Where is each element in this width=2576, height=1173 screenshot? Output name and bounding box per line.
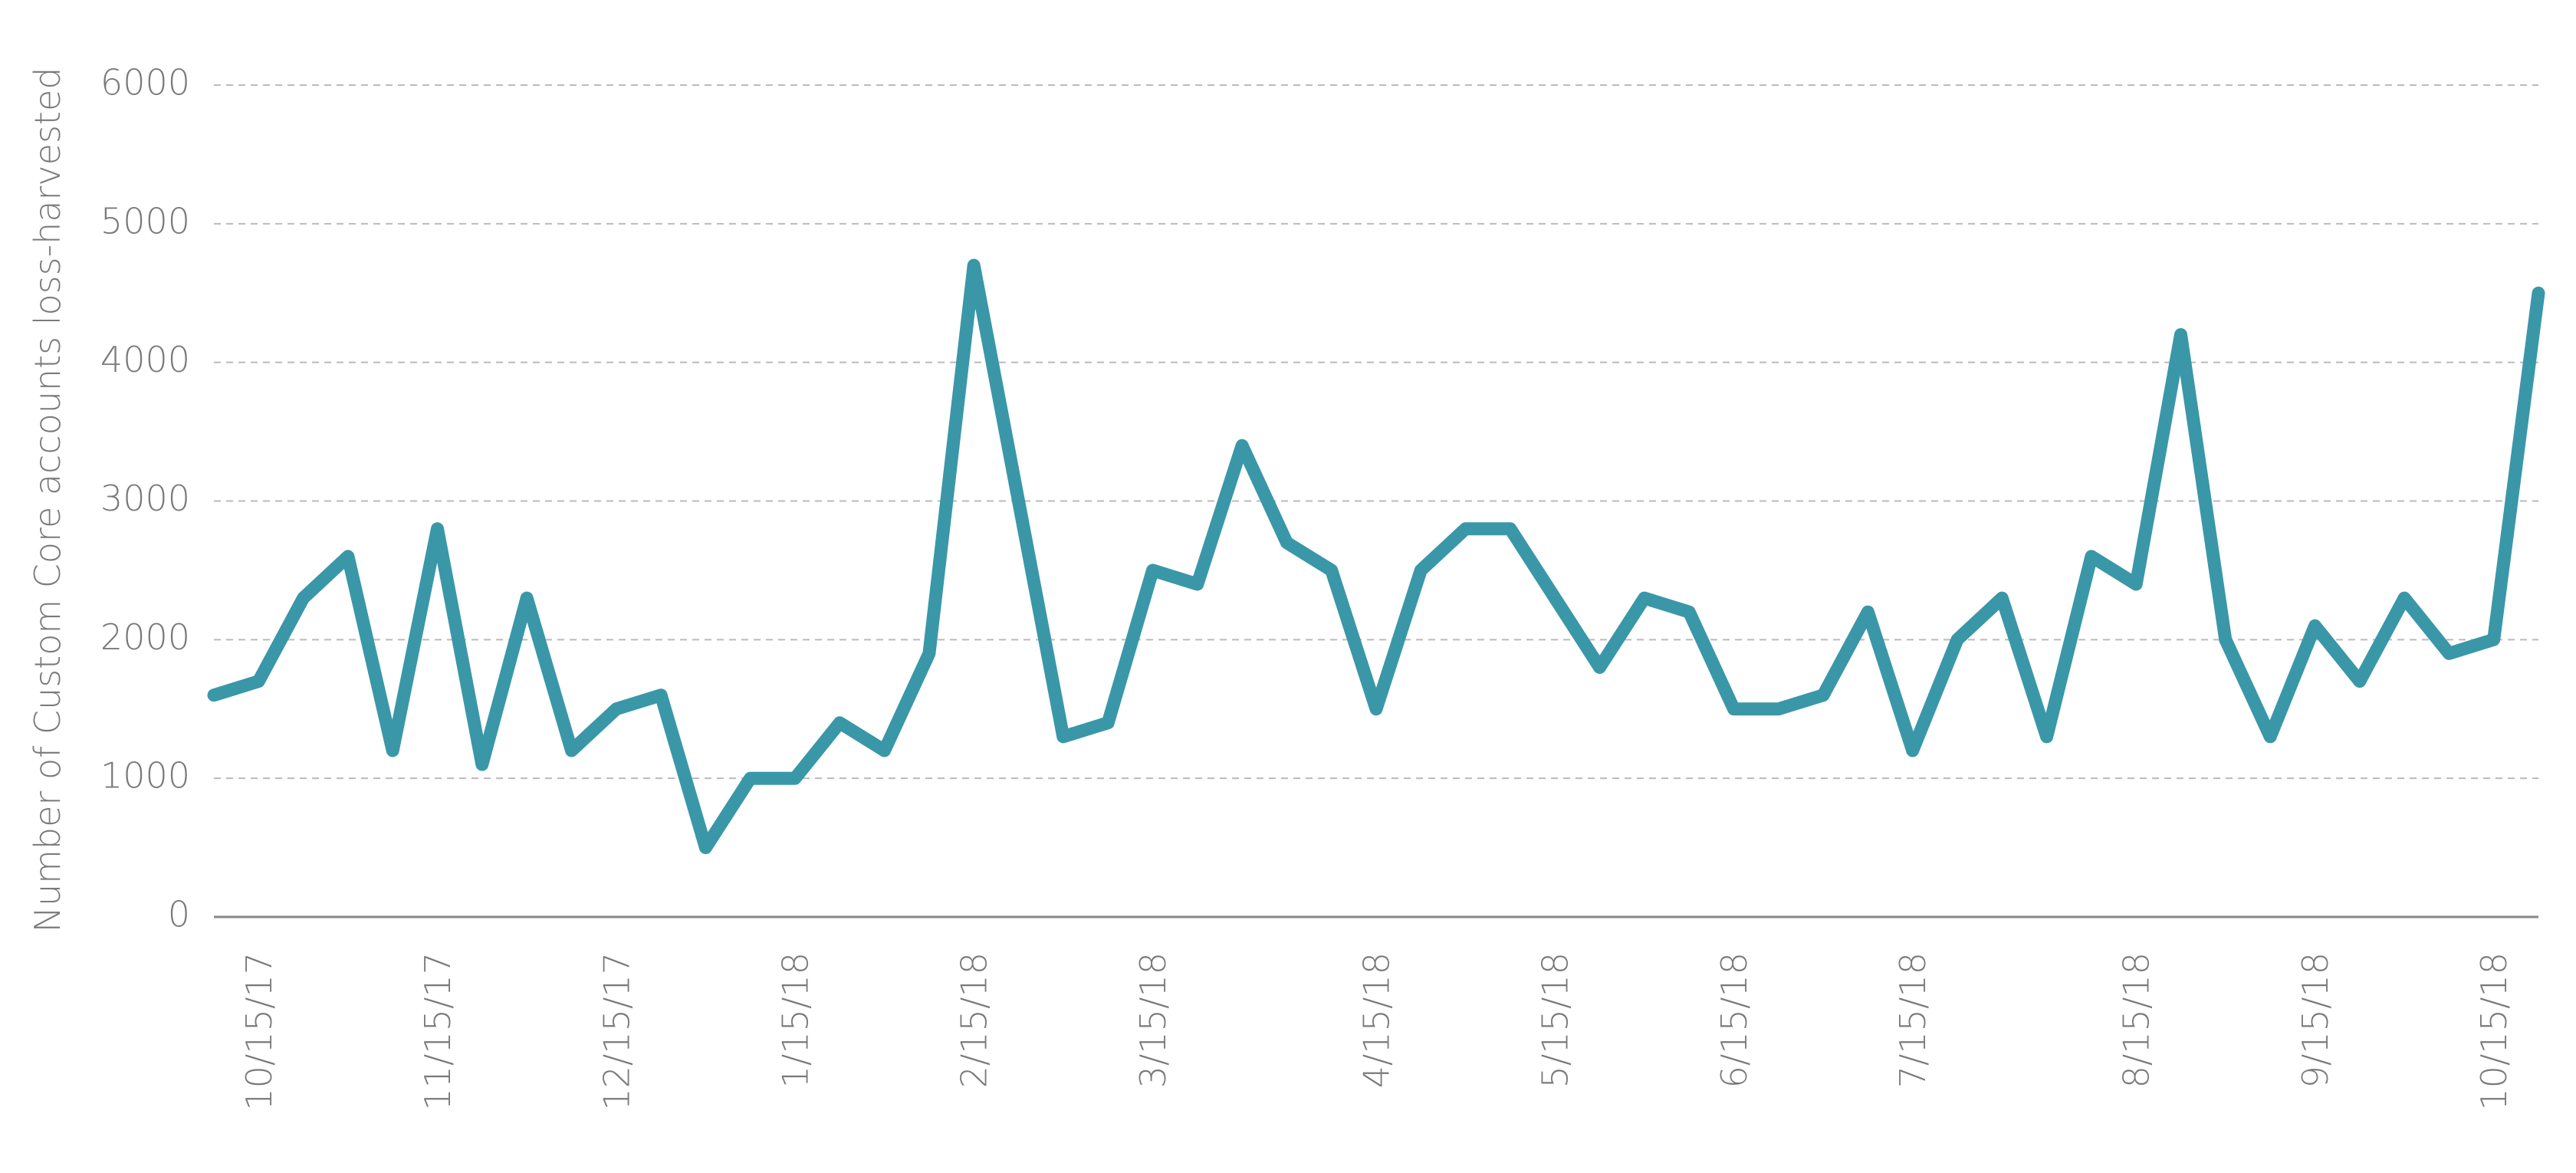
y-axis-title: Number of Custom Core accounts loss-harv… xyxy=(27,67,68,933)
x-tick-label: 10/15/17 xyxy=(238,952,280,1111)
y-tick-label: 5000 xyxy=(100,200,190,242)
y-tick-label: 4000 xyxy=(100,339,190,380)
x-tick-label: 10/15/18 xyxy=(2473,952,2515,1111)
y-tick-label: 0 xyxy=(168,894,190,935)
x-tick-label: 7/15/18 xyxy=(1892,952,1934,1088)
x-tick-label: 9/15/18 xyxy=(2295,952,2336,1088)
x-tick-label: 12/15/17 xyxy=(596,952,637,1111)
x-tick-label: 4/15/18 xyxy=(1356,952,1398,1088)
x-tick-label: 5/15/18 xyxy=(1535,952,1576,1088)
x-tick-label: 2/15/18 xyxy=(954,952,995,1088)
x-tick-label: 1/15/18 xyxy=(775,952,816,1088)
x-tick-label: 11/15/17 xyxy=(417,952,458,1111)
x-tick-label: 8/15/18 xyxy=(2116,952,2157,1088)
y-tick-label: 1000 xyxy=(100,755,190,797)
data-line xyxy=(207,258,2545,855)
x-tick-label: 6/15/18 xyxy=(1714,952,1755,1088)
y-tick-label: 2000 xyxy=(100,616,190,658)
y-tick-label: 6000 xyxy=(100,62,190,104)
x-tick-label: 3/15/18 xyxy=(1132,952,1174,1088)
y-tick-label: 3000 xyxy=(100,478,190,519)
